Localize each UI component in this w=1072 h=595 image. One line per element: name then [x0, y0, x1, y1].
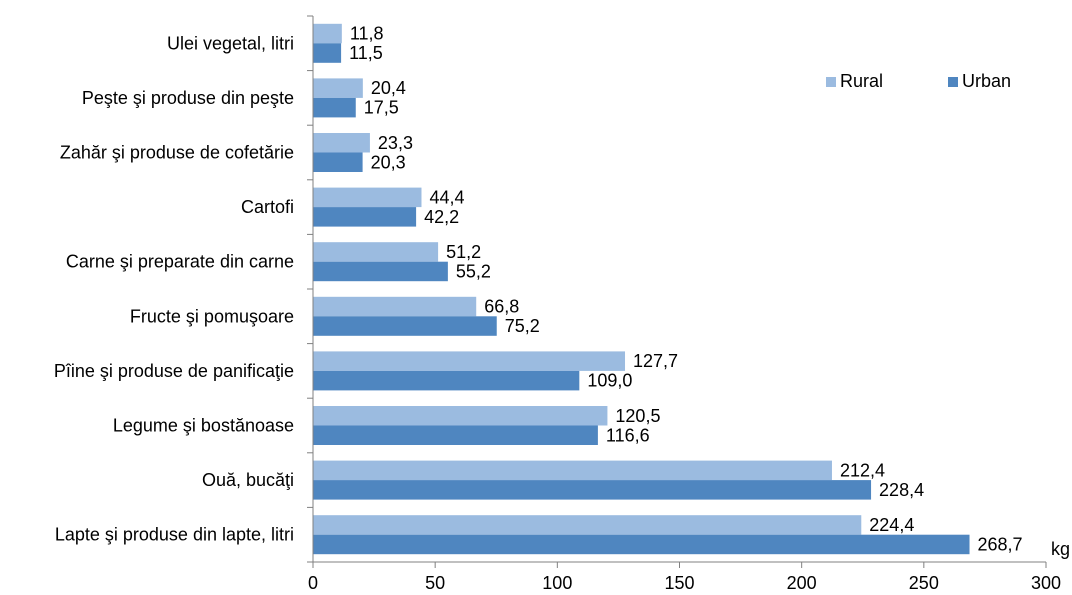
bar-rural	[313, 78, 363, 98]
x-tick-label: 0	[308, 573, 318, 593]
bar-rural	[313, 406, 608, 426]
bar-urban	[313, 480, 872, 500]
x-tick-label: 150	[664, 573, 694, 593]
category-label: Carne şi preparate din carne	[66, 252, 294, 272]
legend-label-urban: Urban	[962, 71, 1011, 91]
value-label-rural: 224,4	[869, 515, 914, 535]
bar-rural	[313, 296, 477, 317]
value-label-urban: 75,2	[505, 316, 540, 336]
bar-urban	[313, 425, 598, 445]
value-label-rural: 51,2	[446, 242, 481, 262]
value-label-rural: 44,4	[429, 187, 464, 207]
category-label: Ouă, bucăţi	[202, 470, 294, 490]
x-tick-label: 200	[787, 573, 817, 593]
bar-urban	[313, 43, 342, 63]
value-label-rural: 127,7	[633, 351, 678, 371]
value-label-urban: 42,2	[424, 207, 459, 227]
category-label: Ulei vegetal, litri	[167, 33, 294, 53]
bar-urban	[313, 261, 448, 282]
bar-rural	[313, 351, 626, 371]
value-label-urban: 17,5	[364, 98, 399, 118]
x-tick-label: 100	[542, 573, 572, 593]
category-label: Lapte şi produse din lapte, litri	[55, 525, 294, 545]
value-label-urban: 20,3	[371, 152, 406, 172]
bar-urban	[313, 152, 363, 172]
bar-rural	[313, 460, 832, 481]
bar-urban	[313, 370, 580, 391]
category-label: Zahăr şi produse de cofetărie	[60, 143, 294, 163]
value-label-urban: 116,6	[606, 425, 650, 445]
bar-rural	[313, 515, 862, 535]
value-label-urban: 109,0	[587, 371, 632, 391]
category-label: Peşte şi produse din peşte	[82, 88, 294, 108]
legend: Rural Urban	[826, 71, 1011, 91]
value-label-urban: 55,2	[456, 261, 491, 281]
value-label-rural: 212,4	[840, 460, 885, 480]
value-label-rural: 23,3	[378, 133, 413, 153]
value-label-urban: 268,7	[978, 534, 1023, 554]
legend-swatch-urban	[948, 77, 958, 87]
bar-rural	[313, 133, 370, 153]
category-label: Legume şi bostănoase	[113, 416, 294, 436]
category-labels-group: Ulei vegetal, litri Peşte şi produse din …	[54, 33, 294, 544]
unit-label: kg	[1051, 539, 1070, 559]
value-label-rural: 20,4	[371, 78, 406, 98]
category-label: Cartofi	[241, 197, 294, 217]
value-label-rural: 66,8	[484, 297, 519, 317]
value-labels-group: 11,811,5 20,417,5 23,320,3 44,442,2 51,255,2…	[349, 24, 1022, 555]
bar-urban	[313, 534, 970, 555]
x-tick-label: 50	[425, 573, 445, 593]
category-label: Pîine şi produse de panificaţie	[54, 361, 294, 381]
bar-urban	[313, 97, 356, 118]
bar-rural	[313, 242, 439, 262]
bar-urban	[313, 207, 417, 227]
x-ticks-group: 0 50 100 150 200 250 300	[307, 15, 1061, 593]
bar-rural	[313, 23, 342, 44]
value-label-urban: 228,4	[879, 480, 924, 500]
legend-swatch-rural	[826, 77, 836, 87]
bars-group	[313, 23, 970, 555]
value-label-rural: 11,8	[350, 24, 384, 44]
x-tick-label: 300	[1031, 573, 1061, 593]
value-label-rural: 120,5	[615, 406, 660, 426]
bar-urban	[313, 316, 497, 336]
x-tick-label: 250	[909, 573, 939, 593]
legend-label-rural: Rural	[840, 71, 883, 91]
value-label-urban: 11,5	[349, 43, 383, 63]
bar-rural	[313, 187, 422, 208]
category-label: Fructe şi pomuşoare	[130, 306, 294, 326]
